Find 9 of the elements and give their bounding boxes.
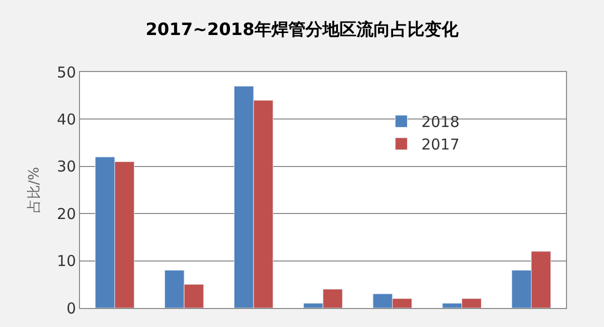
y-axis-title: 占比/% — [26, 166, 43, 214]
chart-title: 2017~2018年焊管分地区流向占比变化 — [146, 20, 460, 40]
y-tick-label: 10 — [56, 252, 76, 270]
y-tick-label: 30 — [56, 158, 76, 176]
y-tick-label: 40 — [56, 110, 76, 128]
y-tick-label: 20 — [56, 204, 76, 223]
y-tick-label: 50 — [56, 63, 76, 82]
legend-label: 2017 — [421, 136, 460, 154]
y-tick-label: 0 — [66, 299, 76, 318]
